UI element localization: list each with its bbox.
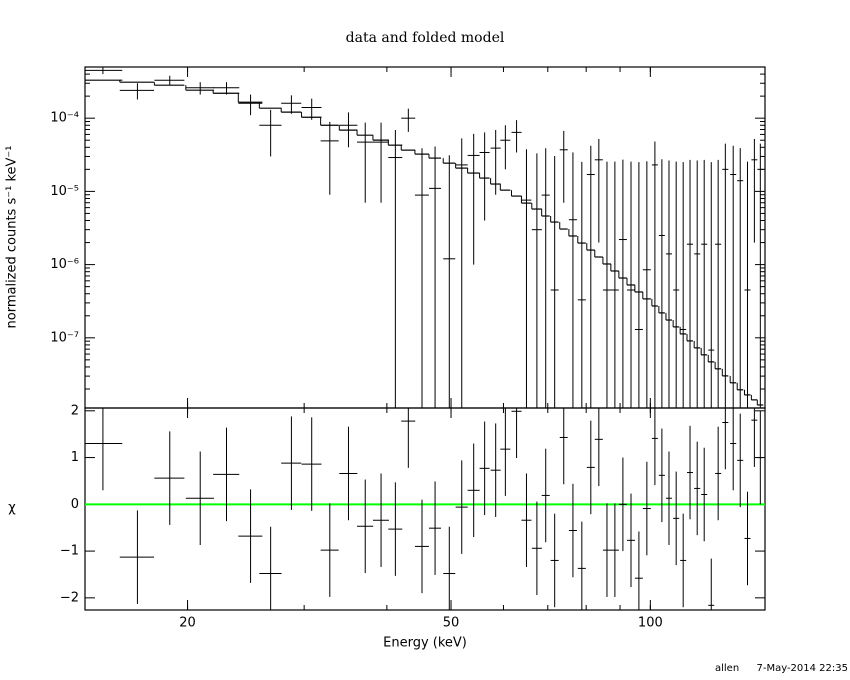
y-tick-label: −1 — [60, 544, 79, 559]
y-tick-label: 10⁻⁵ — [50, 184, 79, 199]
y-axis-label: normalized counts s⁻¹ keV⁻¹ — [5, 146, 20, 329]
x-tick-label: 20 — [179, 616, 196, 631]
chart-title: data and folded model — [346, 30, 505, 46]
y-tick-label: 10⁻⁶ — [50, 257, 79, 272]
x-tick-label: 50 — [443, 616, 460, 631]
x-axis-label: Energy (keV) — [383, 636, 467, 651]
y-tick-label: −2 — [60, 590, 79, 605]
footer-timestamp: 7-May-2014 22:35 — [756, 663, 848, 674]
plot-frame — [84, 66, 766, 409]
y-tick-label: 10⁻⁴ — [50, 111, 79, 126]
plot-frame — [84, 407, 766, 611]
y-tick-label: 2 — [71, 403, 79, 418]
y-tick-label: 0 — [71, 497, 79, 512]
x-tick-label: 100 — [638, 616, 663, 631]
y-tick-label: 10⁻⁷ — [50, 330, 79, 345]
y-tick-label: 1 — [71, 450, 79, 465]
footer-user: allen — [715, 663, 739, 674]
y-axis-label: χ — [8, 501, 16, 516]
